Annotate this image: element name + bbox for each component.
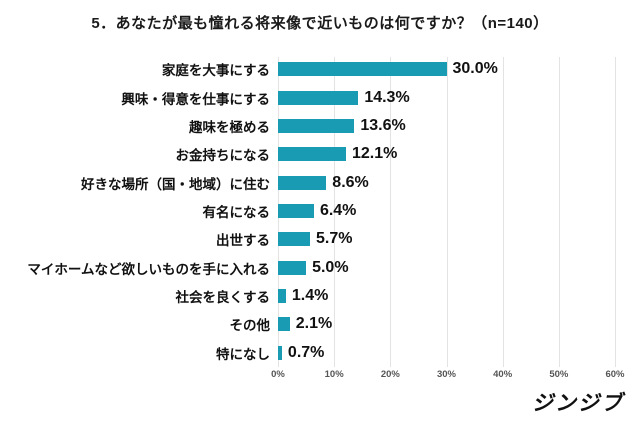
bar [278,345,282,360]
bar-cell: 1.4% [278,282,615,310]
bar-chart: 家庭を大事にする 30.0% 興味・得意を仕事にする 14.3% 趣味を極める 13.6%… [0,55,640,367]
bar [278,289,286,304]
category-label: その他 [229,318,271,334]
bar-cell: 13.6% [278,112,615,140]
value-label: 0.7% [287,343,325,361]
bar [278,118,355,133]
chart-row: 特になし 0.7% [0,339,640,367]
value-label: 5.7% [316,230,353,248]
bar [278,317,290,332]
bar [278,232,310,247]
chart-rows: 家庭を大事にする 30.0% 興味・得意を仕事にする 14.3% 趣味を極める 13.6%… [0,55,640,367]
chart-row: 有名になる 6.4% [0,197,640,225]
value-label: 8.6% [332,173,369,191]
bar-cell: 12.1% [278,140,615,168]
axis-tick-label: 50% [549,369,569,380]
chart-row: 趣味を極める 13.6% [0,112,640,140]
chart-row: お金持ちになる 12.1% [0,140,640,168]
bar [278,175,327,190]
axis-tick-label: 30% [436,369,457,380]
bar [278,90,359,105]
gridline [334,57,336,367]
gridline [446,57,448,367]
value-label: 30.0% [452,60,498,78]
value-label: 6.4% [319,201,357,219]
bar-cell: 8.6% [278,168,615,196]
category-label: 社会を良くする [175,290,271,306]
gridline [390,57,392,367]
bar-cell: 30.0% [278,55,615,83]
category-label: お金持ちになる [175,148,271,164]
bar [278,260,307,275]
category-label: 趣味を極める [189,119,270,135]
gridline [558,57,560,367]
axis-tick-label: 40% [493,369,513,380]
bar [278,203,314,218]
category-label: 特になし [216,346,270,362]
category-label: 家庭を大事にする [161,63,270,79]
value-label: 2.1% [295,315,333,333]
chart-row: その他 2.1% [0,310,640,338]
category-label: 興味・得意を仕事にする [121,91,270,107]
value-label: 1.4% [291,287,329,305]
category-label: 有名になる [202,204,271,220]
axis-tick-label: 0% [271,369,285,380]
value-label: 12.1% [351,145,398,163]
brand-logo: ジンジブ [532,392,624,415]
chart-title: 5．あなたが最も憧れる将来像で近いものは何ですか？（n=140） [91,15,549,32]
chart-row: 社会を良くする 1.4% [0,282,640,310]
bar-cell: 0.7% [278,339,615,367]
chart-row: マイホームなど欲しいものを手に入れる 5.0% [0,254,640,282]
bar-cell: 14.3% [278,83,615,111]
chart-row: 好きな場所（国・地域）に住む 8.6% [0,168,640,196]
chart-row: 家庭を大事にする 30.0% [0,55,640,83]
axis-tick-label: 20% [380,369,400,380]
chart-row: 興味・得意を仕事にする 14.3% [0,83,640,111]
category-label: 好きな場所（国・地域）に住む [81,176,270,192]
bar [278,147,346,162]
category-label: マイホームなど欲しいものを手に入れる [27,261,270,277]
value-label: 14.3% [364,88,410,106]
bar [278,62,447,77]
bar-cell: 5.7% [278,225,615,253]
chart-row: 出世する 5.7% [0,225,640,253]
gridline [615,57,616,367]
bar-cell: 5.0% [278,254,615,282]
axis-tick-label: 10% [324,369,344,380]
gridline [502,57,504,367]
value-label: 5.0% [312,258,349,276]
axis-tick-label: 60% [605,369,625,380]
bar-cell: 6.4% [278,197,615,225]
x-axis: 0% 10% 20% 30% 40% 50% 60% [271,369,624,383]
bar-cell: 2.1% [278,310,615,338]
category-label: 出世する [216,233,270,249]
value-label: 13.6% [360,116,406,134]
